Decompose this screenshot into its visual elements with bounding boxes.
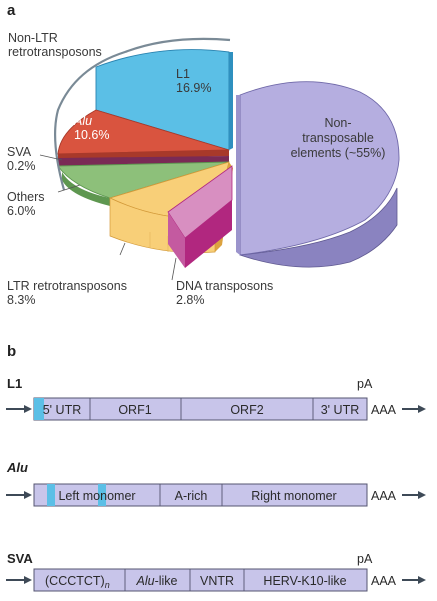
element-sva-pa: pA [357,552,373,566]
element-sva: SVA pA (CCCTCT)n Alu-like VNTR HERV-K10-… [6,551,426,592]
alu-box-b-left [98,484,106,506]
element-alu: Alu Left monomer A-rich Right monomer AA… [6,460,426,507]
ltr-label-value: 8.3% [7,293,36,307]
sva-tail: AAA [371,574,397,588]
ltr-leader [119,242,126,256]
element-sva-box [33,568,368,592]
alu-tail: AAA [371,489,397,503]
non-ltr-bracket [54,37,231,191]
l1-segment-3utr: 3' UTR [321,403,360,417]
element-l1-box [33,397,368,421]
pie-slice-l1 [95,49,233,151]
l1-segment-orf2: ORF2 [230,403,263,417]
alu-slice-name: Alu [73,114,92,128]
sva-segment-vntr: VNTR [200,574,234,588]
pie-slice-non-transposable [236,81,400,268]
alu-segment-left: Left monomer [58,489,135,503]
l1-slice-name: L1 [176,67,190,81]
sva-hexamer-subscript: n [105,580,110,590]
element-l1: L1 pA 5' UTR ORF1 ORF2 3' UTR AAA [6,376,426,421]
l1-tail: AAA [371,403,397,417]
non-ltr-label-line1: Non-LTR [8,31,58,45]
l1-slice-value: 16.9% [176,81,211,95]
others-label-name: Others [7,190,45,204]
panel-a-label: a [7,2,16,19]
alu-segment-arich: A-rich [175,489,208,503]
dna-leader [171,257,177,281]
sva-alu-like-italic: Alu [136,574,155,588]
alu-segment-right: Right monomer [251,489,336,503]
l1-utr-highlight [34,398,44,420]
alu-box-a-left [47,484,55,506]
ltr-label-name: LTR retrotransposons [7,279,127,293]
sva-hexamer-text: (CCCTCT) [45,574,105,588]
dna-label-name: DNA transposons [176,279,273,293]
pie-slice-sva [58,156,229,166]
pie-slice-dna [167,165,233,268]
element-alu-box [33,483,368,507]
element-l1-pa: pA [357,377,373,391]
element-sva-name: SVA [7,551,33,566]
sva-alu-like-suffix: -like [155,574,178,588]
element-alu-name: Alu [6,460,28,475]
l1-segment-5utr: 5' UTR [43,403,82,417]
sva-leader [39,154,63,161]
panel-b-label: b [7,343,16,360]
nontransposable-label-line3: elements (~55%) [291,146,386,160]
sva-label-value: 0.2% [7,159,36,173]
element-l1-name: L1 [7,376,22,391]
non-ltr-label-line2: retrotransposons [8,45,102,59]
others-leader [57,184,81,193]
alu-slice-value: 10.6% [74,128,109,142]
sva-segment-alu-like: Alu-like [136,574,178,588]
sva-label-name: SVA [7,145,32,159]
sva-segment-herv: HERV-K10-like [263,574,346,588]
others-label-value: 6.0% [7,204,36,218]
dna-label-value: 2.8% [176,293,205,307]
nontransposable-label-line1: Non- [324,116,351,130]
l1-segment-orf1: ORF1 [118,403,151,417]
nontransposable-label-line2: transposable [302,131,374,145]
sva-segment-hexamer: (CCCTCT)n [45,574,110,590]
